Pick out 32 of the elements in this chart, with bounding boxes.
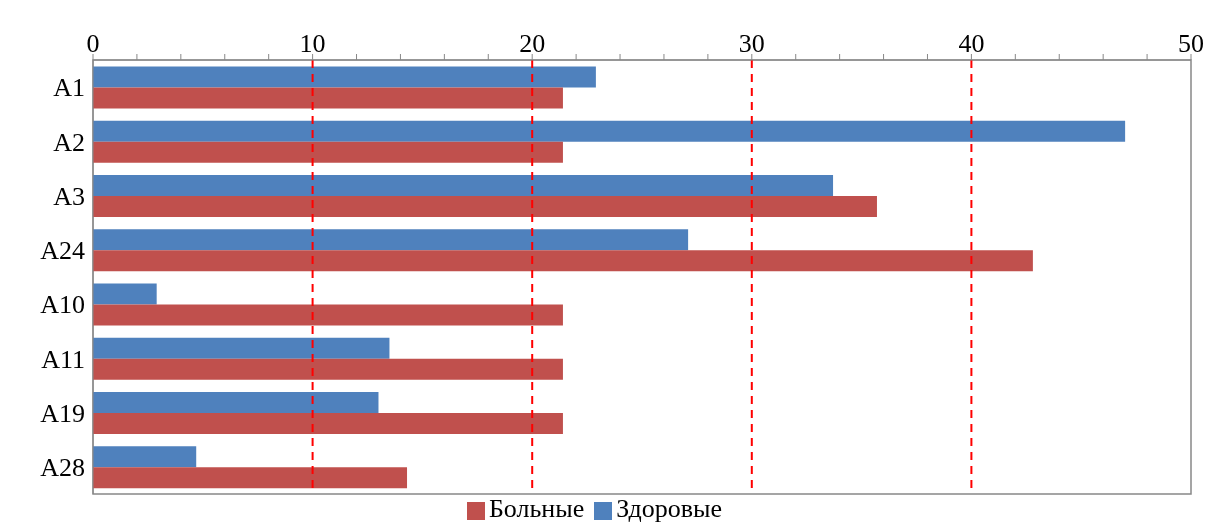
bar (93, 66, 596, 88)
bar (93, 250, 1033, 272)
x-tick-label: 20 (519, 29, 546, 58)
bar (93, 87, 563, 109)
x-tick-label: 30 (738, 29, 765, 58)
bar (93, 358, 563, 380)
x-tick-label: 50 (1178, 29, 1204, 58)
legend-label: Здоровые (616, 494, 723, 523)
y-tick-label: A19 (40, 398, 85, 428)
bar (93, 141, 563, 163)
bar (93, 229, 689, 251)
bar (93, 283, 157, 305)
bar (93, 196, 877, 218)
y-tick-label: A11 (41, 344, 85, 374)
y-tick-label: A1 (53, 73, 85, 103)
y-tick-label: A28 (40, 453, 85, 483)
bar (93, 413, 563, 435)
x-tick-label: 40 (958, 29, 985, 58)
y-tick-label: A2 (53, 127, 85, 157)
bar (93, 446, 197, 468)
y-tick-label: A10 (40, 290, 85, 320)
bar (93, 467, 408, 489)
bar (93, 175, 834, 197)
y-tick-label: A24 (40, 236, 85, 266)
x-tick-label: 0 (86, 29, 100, 58)
x-tick-label: 10 (299, 29, 326, 58)
bar (93, 120, 1126, 142)
y-tick-label: A3 (53, 181, 85, 211)
bar (93, 304, 563, 326)
bar (93, 337, 390, 359)
legend-label: Больные (488, 494, 585, 523)
bar (93, 392, 379, 414)
